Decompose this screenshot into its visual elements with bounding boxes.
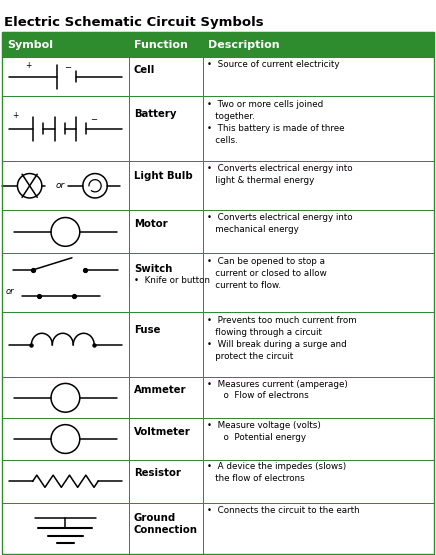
- Bar: [129, 57, 203, 97]
- Text: or: or: [55, 181, 65, 190]
- Bar: [129, 254, 203, 312]
- Text: •  Prevents too much current from
   flowing through a circuit
•  Will break dur: • Prevents too much current from flowing…: [207, 316, 357, 361]
- Text: Motor: Motor: [134, 219, 167, 229]
- Bar: [129, 161, 203, 210]
- Bar: [203, 254, 434, 312]
- Text: Description: Description: [208, 39, 279, 50]
- Bar: [2, 254, 129, 312]
- Bar: [129, 503, 203, 554]
- Text: Ground
Connection: Ground Connection: [134, 513, 198, 534]
- Text: •  Two or more cells joined
   together.
•  This battery is made of three
   cel: • Two or more cells joined together. • T…: [207, 100, 344, 145]
- Text: Light Bulb: Light Bulb: [134, 171, 192, 181]
- Bar: [2, 460, 129, 503]
- Bar: [203, 377, 434, 418]
- Text: •  Converts electrical energy into
   mechanical energy: • Converts electrical energy into mechan…: [207, 213, 353, 234]
- Bar: [203, 97, 434, 161]
- Text: or: or: [6, 287, 14, 296]
- Ellipse shape: [17, 174, 42, 198]
- Text: −: −: [90, 115, 97, 124]
- Text: Ammeter: Ammeter: [134, 385, 187, 395]
- Bar: [203, 503, 434, 554]
- Text: Function: Function: [134, 39, 188, 50]
- Text: •  Connects the circuit to the earth: • Connects the circuit to the earth: [207, 506, 360, 515]
- Ellipse shape: [51, 384, 80, 412]
- Text: Electric Schematic Circuit Symbols: Electric Schematic Circuit Symbols: [4, 17, 264, 29]
- Bar: [129, 312, 203, 377]
- Bar: [129, 460, 203, 503]
- Text: −: −: [64, 63, 71, 72]
- Text: Cell: Cell: [134, 65, 155, 75]
- Bar: [2, 97, 129, 161]
- Text: •  Converts electrical energy into
   light & thermal energy: • Converts electrical energy into light …: [207, 164, 353, 185]
- Bar: [203, 57, 434, 97]
- Bar: [129, 418, 203, 460]
- Bar: [203, 418, 434, 460]
- Text: A: A: [62, 392, 69, 402]
- Ellipse shape: [83, 174, 107, 198]
- Ellipse shape: [51, 218, 80, 246]
- Text: +: +: [25, 60, 31, 69]
- Text: •  Measure voltage (volts)
      o  Potential energy: • Measure voltage (volts) o Potential en…: [207, 421, 321, 442]
- Bar: [2, 503, 129, 554]
- Bar: [129, 210, 203, 254]
- Text: Fuse: Fuse: [134, 325, 160, 335]
- Bar: [203, 460, 434, 503]
- Bar: [2, 32, 434, 57]
- Text: Resistor: Resistor: [134, 468, 181, 478]
- Bar: [203, 210, 434, 254]
- Text: •  Measures current (amperage)
      o  Flow of electrons: • Measures current (amperage) o Flow of …: [207, 380, 348, 401]
- Bar: [2, 210, 129, 254]
- Bar: [2, 418, 129, 460]
- Text: •  A device the impedes (slows)
   the flow of electrons: • A device the impedes (slows) the flow …: [207, 462, 346, 483]
- Bar: [2, 312, 129, 377]
- Text: +: +: [12, 111, 18, 120]
- Text: Switch: Switch: [134, 264, 172, 274]
- Bar: [203, 312, 434, 377]
- Bar: [2, 57, 129, 97]
- Bar: [2, 161, 129, 210]
- Bar: [203, 161, 434, 210]
- Text: •  Knife or button: • Knife or button: [134, 276, 210, 285]
- Text: Battery: Battery: [134, 109, 176, 119]
- Ellipse shape: [51, 425, 80, 453]
- Text: •  Source of current electricity: • Source of current electricity: [207, 59, 340, 68]
- Text: Voltmeter: Voltmeter: [134, 427, 191, 437]
- Text: V: V: [62, 433, 69, 443]
- Bar: [129, 377, 203, 418]
- Bar: [2, 377, 129, 418]
- Text: •  Can be opened to stop a
   current or closed to allow
   current to flow.: • Can be opened to stop a current or clo…: [207, 257, 327, 290]
- Bar: [129, 97, 203, 161]
- Text: M: M: [60, 226, 71, 236]
- Text: Symbol: Symbol: [7, 39, 54, 50]
